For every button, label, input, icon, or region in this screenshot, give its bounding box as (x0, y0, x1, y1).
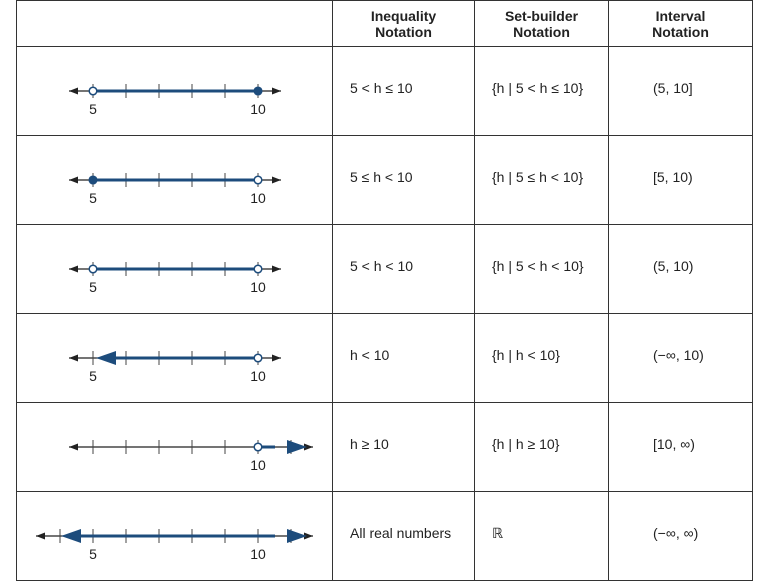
closed-endpoint (253, 86, 263, 96)
axis-arrow (69, 443, 78, 451)
page: Inequality Notation Set-builder Notation… (16, 0, 753, 581)
inequality-cell: 5 < h ≤ 10 (332, 46, 475, 136)
axis-arrow (272, 87, 281, 95)
number-line-label: 5 (89, 546, 97, 562)
table-row: 5 10 5 < h < 10 {h | 5 < h < 10} (5, 10) (16, 224, 753, 314)
inequality-cell: 5 < h < 10 (332, 224, 475, 314)
number-line-label: 10 (250, 368, 266, 384)
header-cell: Set-builder Notation (474, 0, 609, 47)
open-endpoint (253, 442, 263, 452)
table-row: 5 10 5 ≤ h < 10 {h | 5 ≤ h < 10} [5, 10) (16, 135, 753, 225)
axis-arrow (69, 354, 78, 362)
header-text: Inequality Notation (370, 7, 437, 40)
inequality-cell: 5 ≤ h < 10 (332, 135, 475, 225)
header-cell: Inequality Notation (332, 0, 475, 47)
number-line: 5 10 (69, 262, 281, 295)
open-endpoint (88, 86, 98, 96)
number-line-cell: 5 10 (16, 491, 333, 581)
header-text: Interval Notation (652, 7, 709, 40)
table-row: 5 10 All real numbers ℝ (−∞, ∞) (16, 491, 753, 581)
number-line-cell: 10 (16, 402, 333, 492)
set-builder-cell: {h | h ≥ 10} (474, 402, 609, 492)
interval-cell: (−∞, ∞) (608, 491, 753, 581)
number-line: 5 10 (36, 529, 313, 562)
inequality-cell: h < 10 (332, 313, 475, 403)
header-cell: Interval Notation (608, 0, 753, 47)
axis-arrow (272, 265, 281, 273)
set-builder-cell: {h | 5 < h < 10} (474, 224, 609, 314)
number-line-label: 10 (250, 101, 266, 117)
set-builder-cell: {h | 5 ≤ h < 10} (474, 135, 609, 225)
axis-arrow (272, 176, 281, 184)
number-line-label: 5 (89, 279, 97, 295)
set-builder-cell: {h | h < 10} (474, 313, 609, 403)
inequality-cell: h ≥ 10 (332, 402, 475, 492)
header-row: Inequality Notation Set-builder Notation… (16, 0, 753, 47)
number-line-label: 5 (89, 368, 97, 384)
axis-arrow (36, 532, 45, 540)
number-line-label: 5 (89, 190, 97, 206)
number-line: 5 10 (69, 173, 281, 206)
table-row: 5 10 5 < h ≤ 10 {h | 5 < h ≤ 10} (5, 10] (16, 46, 753, 136)
axis-arrow (304, 532, 313, 540)
closed-endpoint (88, 175, 98, 185)
open-endpoint (253, 264, 263, 274)
open-endpoint (253, 353, 263, 363)
inequality-cell: All real numbers (332, 491, 475, 581)
axis-arrow (272, 354, 281, 362)
number-line-cell: 5 10 (16, 224, 333, 314)
number-line-label: 5 (89, 101, 97, 117)
set-builder-cell: {h | 5 < h ≤ 10} (474, 46, 609, 136)
axis-arrow (304, 443, 313, 451)
table-row: 5 10 h < 10 {h | h < 10} (−∞, 10) (16, 313, 753, 403)
notation-table: Inequality Notation Set-builder Notation… (16, 0, 753, 581)
number-line-label: 10 (250, 279, 266, 295)
number-line-label: 10 (250, 190, 266, 206)
interval-cell: [5, 10) (608, 135, 753, 225)
axis-arrow (69, 265, 78, 273)
open-endpoint (253, 175, 263, 185)
open-endpoint (88, 264, 98, 274)
number-line: 5 10 (69, 84, 281, 117)
table-row: 10 h ≥ 10 {h | h ≥ 10} [10, ∞) (16, 402, 753, 492)
interval-cell: [10, ∞) (608, 402, 753, 492)
interval-cell: (−∞, 10) (608, 313, 753, 403)
number-line: 10 (69, 440, 313, 473)
header-text: Set-builder Notation (504, 7, 579, 40)
number-line-cell: 5 10 (16, 313, 333, 403)
solution-arrow (96, 351, 116, 365)
solution-arrow (287, 529, 307, 543)
number-line-cell: 5 10 (16, 135, 333, 225)
interval-cell: (5, 10) (608, 224, 753, 314)
interval-cell: (5, 10] (608, 46, 753, 136)
axis-arrow (69, 87, 78, 95)
axis-arrow (69, 176, 78, 184)
number-line: 5 10 (69, 351, 281, 384)
header-cell (16, 0, 333, 47)
solution-arrow (61, 529, 81, 543)
number-line-label: 10 (250, 457, 266, 473)
number-line-cell: 5 10 (16, 46, 333, 136)
set-builder-cell: ℝ (474, 491, 609, 581)
solution-arrow (287, 440, 307, 454)
number-line-label: 10 (250, 546, 266, 562)
